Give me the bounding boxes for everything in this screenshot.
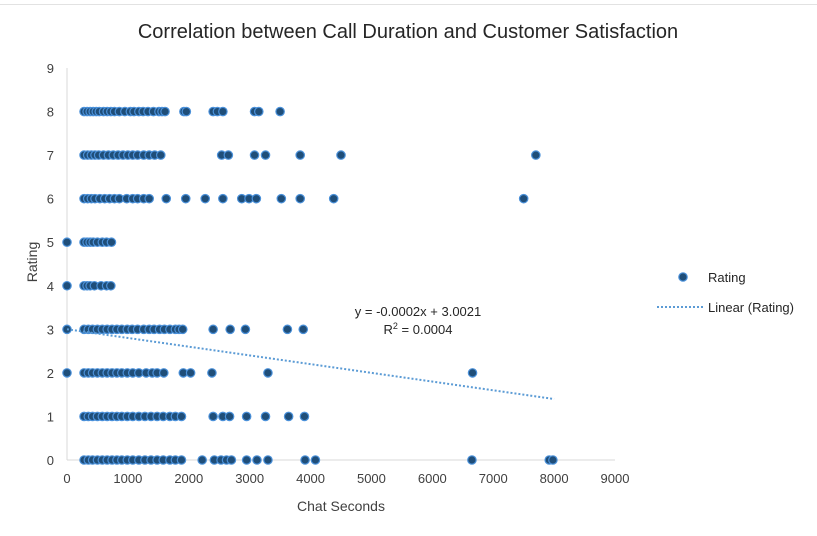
y-tick-label: 1 (47, 409, 54, 424)
data-point (276, 193, 287, 204)
x-tick-label: 8000 (540, 471, 569, 486)
legend-marker-rating (678, 272, 688, 282)
data-point (176, 455, 187, 465)
data-point (106, 280, 116, 291)
data-point (144, 193, 154, 204)
data-point (218, 193, 228, 204)
y-tick-label: 6 (47, 192, 54, 207)
x-tick-label: 9000 (601, 471, 630, 486)
data-point (260, 411, 271, 422)
data-point (467, 368, 478, 378)
data-point (282, 324, 293, 335)
legend-label-linear: Linear (Rating) (708, 300, 794, 315)
data-point (300, 455, 310, 465)
x-tick-label: 4000 (296, 471, 325, 486)
data-point (299, 411, 310, 422)
data-point (176, 411, 187, 422)
data-point (548, 455, 558, 465)
x-tick-label: 0 (63, 471, 70, 486)
data-point (197, 455, 207, 465)
data-point (328, 193, 339, 204)
data-point (251, 193, 262, 204)
data-point (263, 455, 273, 465)
data-point (208, 324, 218, 335)
data-point (241, 455, 252, 465)
data-point (252, 455, 262, 465)
trendline-r-squared: R2 = 0.0004 (384, 321, 453, 337)
data-point (62, 237, 72, 248)
y-tick-label: 2 (47, 366, 54, 381)
y-tick-label: 7 (47, 148, 54, 163)
data-point (336, 150, 346, 160)
data-point (208, 411, 218, 422)
worksheet-row-border (0, 0, 817, 5)
data-points (62, 106, 558, 465)
data-point (200, 193, 211, 204)
data-point (298, 324, 309, 335)
y-tick-label: 0 (47, 453, 54, 468)
x-tick-label: 1000 (113, 471, 142, 486)
data-point (161, 193, 172, 204)
data-point (223, 150, 234, 160)
y-tick-label: 3 (47, 322, 54, 337)
data-point (226, 455, 237, 465)
x-axis-label: Chat Seconds (297, 498, 385, 514)
data-point (106, 237, 117, 248)
data-point (181, 106, 192, 117)
data-point (62, 368, 72, 378)
y-tick-labels: 0 1 2 3 4 5 6 7 8 9 (47, 61, 54, 468)
x-tick-label: 5000 (357, 471, 386, 486)
data-point (62, 280, 72, 291)
data-point (159, 368, 169, 378)
data-point (180, 193, 191, 204)
y-tick-label: 8 (47, 105, 54, 120)
data-point (155, 150, 166, 160)
x-tick-label: 7000 (479, 471, 508, 486)
data-point (207, 368, 217, 378)
y-tick-label: 5 (47, 235, 54, 250)
data-point (310, 455, 321, 465)
data-point (295, 193, 306, 204)
data-point (160, 106, 170, 117)
data-point (283, 411, 294, 422)
data-point (224, 411, 235, 422)
data-point (185, 368, 196, 378)
data-point (249, 150, 260, 160)
data-point (263, 368, 273, 378)
data-point (241, 411, 252, 422)
x-tick-labels: 0 1000 2000 3000 4000 5000 6000 7000 8000 9000 (63, 471, 629, 486)
data-point (218, 106, 228, 117)
legend-label-rating: Rating (708, 270, 746, 285)
y-tick-label: 9 (47, 61, 54, 76)
data-point (260, 150, 271, 160)
x-tick-label: 2000 (174, 471, 203, 486)
data-point (240, 324, 251, 335)
trendline-equation: y = -0.0002x + 3.0021 (355, 304, 481, 319)
data-point (225, 324, 235, 335)
data-point (253, 106, 264, 117)
x-tick-label: 3000 (235, 471, 264, 486)
data-point (467, 455, 477, 465)
x-tick-label: 6000 (418, 471, 447, 486)
data-point (518, 193, 529, 204)
y-tick-label: 4 (47, 279, 54, 294)
chart-title: Correlation between Call Duration and Cu… (138, 21, 678, 43)
data-point (531, 150, 541, 160)
y-axis-label: Rating (24, 242, 40, 282)
data-point (295, 150, 306, 160)
data-point (275, 106, 285, 117)
legend: Rating Linear (Rating) (657, 270, 794, 315)
trendline (66, 328, 555, 401)
data-point (177, 324, 188, 335)
